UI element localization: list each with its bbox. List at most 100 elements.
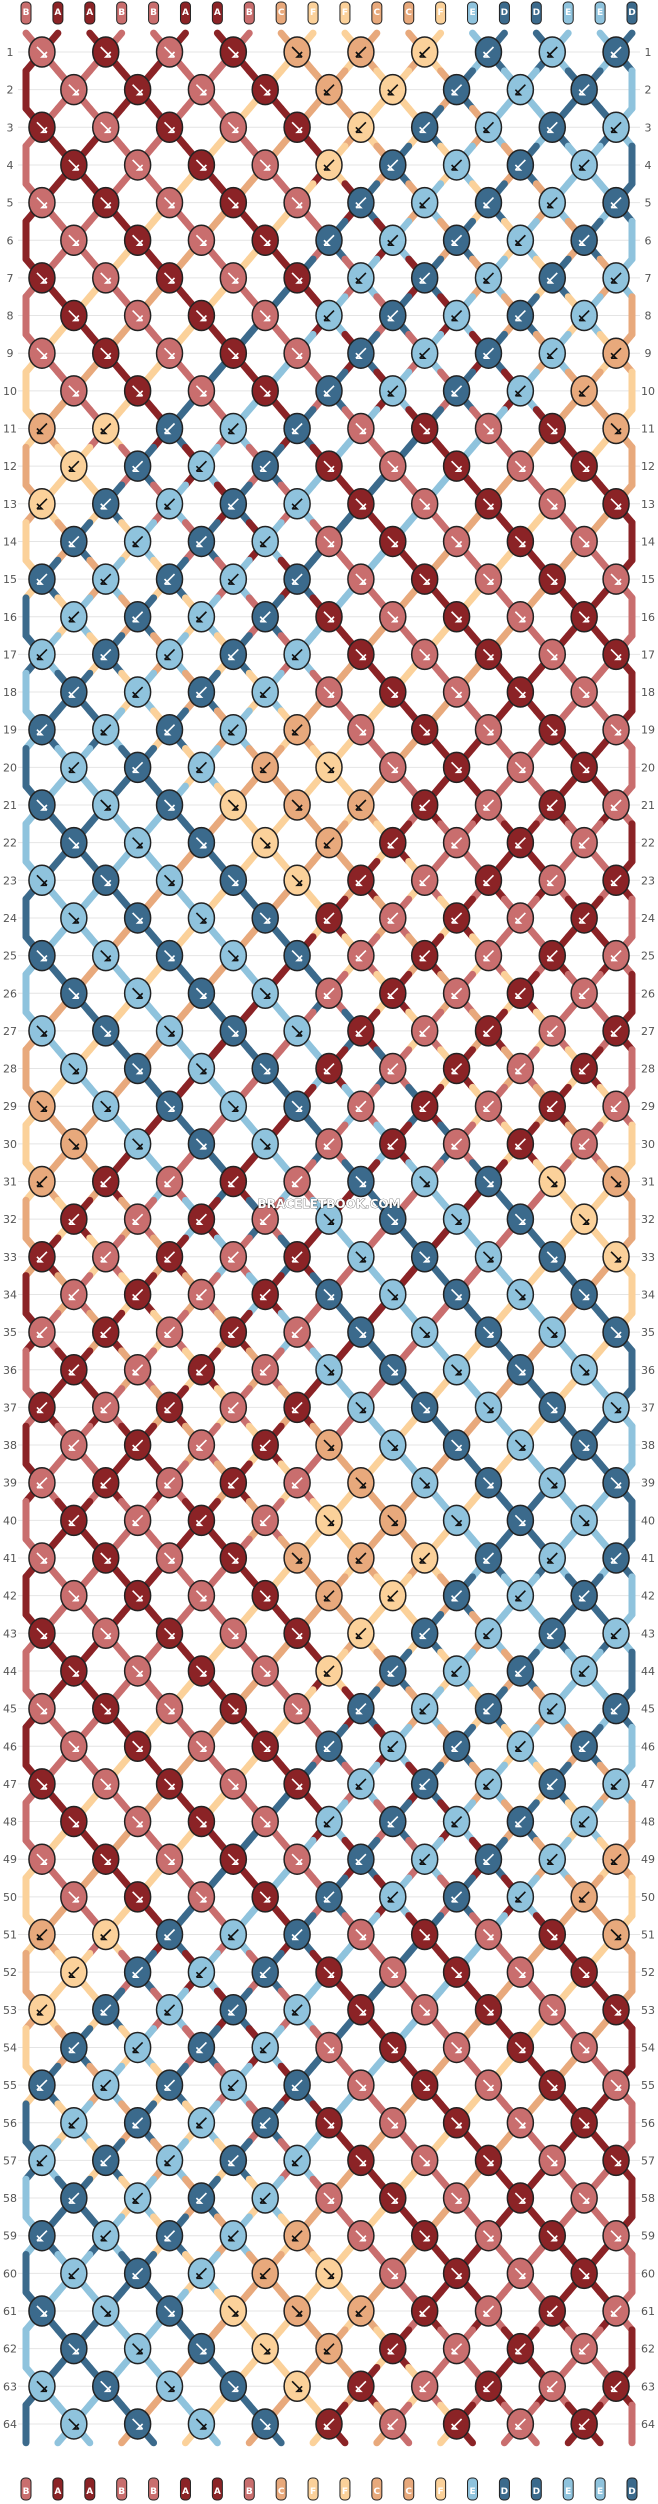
arrow-head [550,1331,558,1338]
top-string-tab [20,1,32,25]
arrow-head [578,1067,587,1075]
arrow-right-icon [546,2230,558,2242]
arrow-head [422,653,431,661]
arrow-head [358,653,367,661]
arrow-left-icon [546,2380,558,2392]
arrow-right-icon [291,1703,303,1715]
row-number-right: 60 [641,2267,655,2280]
arrow-head [454,1444,463,1451]
arrow-right-icon [451,1514,463,1526]
arrow-head [578,1896,587,1903]
arrow-right-icon [195,837,207,849]
arrow-left-icon [578,2343,590,2355]
arrow-head [323,842,331,849]
arrow-left-icon [451,1740,463,1752]
arrow-head [550,1406,558,1414]
arrow-left-icon [227,1326,239,1338]
arrow-head [518,1971,526,1978]
arrow-head [390,2122,399,2129]
arrow-head [71,89,80,96]
arrow-right-icon [36,1627,48,1639]
arrow-left-icon [419,46,431,58]
arrow-head [199,1067,207,1075]
top-string-label: A [86,8,93,18]
arrow-head [518,1444,526,1451]
arrow-left-icon [482,46,495,58]
row-number-right: 47 [641,1778,655,1791]
arrow-right-icon [323,2192,335,2204]
arrow-head [167,51,176,58]
arrow-head [40,2310,48,2317]
arrow-head [514,917,523,924]
arrow-head [387,992,395,1000]
arrow-head [422,2159,431,2167]
row-number-left: 47 [3,1778,17,1791]
arrow-right-icon [163,950,176,962]
arrow-head [71,2423,80,2430]
arrow-right-icon [163,1778,176,1790]
arrow-head [263,1745,271,1753]
arrow-head [263,314,271,322]
arrow-right-icon [387,1364,399,1376]
arrow-right-icon [100,197,112,209]
row-number-right: 7 [645,272,652,285]
arrow-head [291,1933,300,1941]
arrow-left-icon [610,272,622,284]
arrow-left-icon [227,1401,239,1413]
arrow-right-icon [36,121,48,133]
bottom-string-tab [371,2477,383,2501]
arrow-head [582,1971,590,1978]
row-number-right: 35 [641,1326,655,1339]
arrow-head [486,2159,495,2167]
arrow-left-icon [291,2079,303,2091]
arrow-left-icon [610,121,622,133]
bottom-string-label: E [565,2487,571,2497]
arrow-head [103,1632,112,1640]
arrow-head [546,804,555,811]
row-number-left: 29 [3,1100,17,1113]
arrow-left-icon [419,1627,431,1639]
arrow-head [582,691,590,698]
arrow-left-icon [132,1213,144,1225]
arrow-right-icon [610,1175,622,1188]
arrow-right-icon [323,2041,335,2054]
row-number-left: 52 [3,1966,17,1979]
arrow-head [614,2235,622,2242]
arrow-head [419,1632,427,1640]
arrow-right-icon [482,2004,495,2016]
top-string-label: E [469,8,475,18]
arrow-head [263,917,271,924]
arrow-head [482,277,491,284]
arrow-left-icon [132,2192,144,2204]
arrow-left-icon [610,2380,622,2392]
arrow-head [451,1670,459,1677]
arrow-head [259,1369,268,1376]
row-number-left: 9 [7,347,14,360]
arrow-left-icon [482,799,495,811]
arrow-left-icon [227,2004,239,2016]
arrow-left-icon [291,2004,303,2016]
arrow-head [71,239,80,247]
arrow-head [132,1444,140,1451]
arrow-left-icon [482,1778,495,1790]
arrow-right-icon [451,2267,463,2279]
arrow-head [163,2159,172,2167]
arrow-head [610,1708,618,1715]
arrow-left-icon [387,159,399,171]
bottom-string-label: F [342,2487,348,2497]
arrow-left-icon [355,347,367,359]
bottom-string-tab [84,2477,96,2501]
arrow-right-icon [227,2380,239,2392]
arrow-head [167,804,176,811]
arrow-right-icon [355,498,367,510]
arrow-head [231,1858,239,1865]
arrow-right-icon [514,1514,526,1526]
arrow-right-icon [419,2154,431,2166]
arrow-head [610,1632,618,1640]
arrow-head [295,1557,303,1564]
row-number-right: 39 [641,1477,655,1490]
arrow-head [323,1745,331,1753]
arrow-head [546,126,555,134]
arrow-left-icon [419,1778,431,1790]
arrow-left-icon [451,234,463,246]
